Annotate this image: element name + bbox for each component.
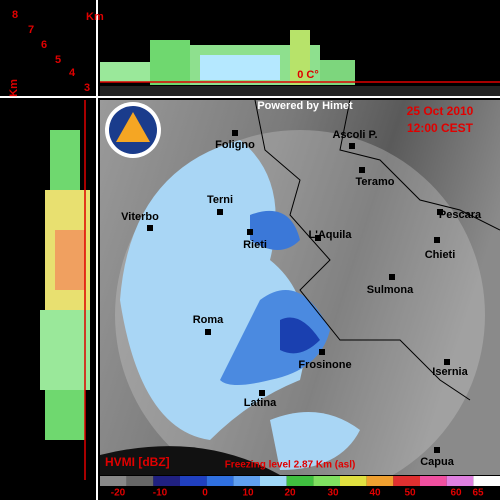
city-label: Foligno [215, 139, 255, 151]
city-marker [232, 130, 238, 136]
city-marker [444, 359, 450, 365]
colorbar-swatch [313, 476, 340, 486]
city-marker [147, 225, 153, 231]
city-marker [217, 209, 223, 215]
city-marker [434, 447, 440, 453]
colorbar-swatch [206, 476, 234, 486]
city-label: Isernia [432, 366, 468, 378]
city-marker [205, 329, 211, 335]
height-label: 5 [55, 54, 61, 66]
colorbar-tick: 0 [202, 488, 208, 499]
height-unit: Km [86, 11, 104, 23]
height-label: 3 [84, 82, 90, 94]
colorbar-swatch [393, 476, 420, 486]
colorbar-swatch [100, 476, 127, 486]
colorbar-tick: -10 [153, 488, 168, 499]
height-unit-rotated: Km [8, 79, 20, 97]
city-label: Terni [207, 194, 233, 206]
colorbar-swatch [286, 476, 314, 486]
city-label: Frosinone [298, 359, 351, 371]
city-label: Roma [193, 314, 224, 326]
colorbar-tick: 50 [404, 488, 416, 499]
top-profile [100, 30, 355, 85]
colorbar-tick: 20 [284, 488, 296, 499]
colorbar-swatch [420, 476, 447, 486]
colorbar: -20 -10 0 10 20 30 40 50 60 65 [100, 476, 500, 499]
city-label: Ascoli P. [332, 129, 377, 141]
freezing-mark: 0 C° [297, 69, 319, 81]
powered-by: Powered by Himet [257, 100, 353, 112]
freezing-level: Freezing level 2.87 Km (asl) [225, 460, 356, 471]
city-marker [315, 235, 321, 241]
left-profile [40, 100, 90, 480]
colorbar-swatch [473, 476, 500, 486]
city-marker [319, 349, 325, 355]
city-marker [259, 390, 265, 396]
city-marker [437, 209, 443, 215]
city-label: Viterbo [121, 211, 159, 223]
colorbar-tick: 40 [369, 488, 381, 499]
height-label: 6 [41, 39, 47, 51]
colorbar-swatch [366, 476, 394, 486]
height-label: 4 [69, 67, 76, 79]
colorbar-swatch [340, 476, 367, 486]
city-label: Rieti [243, 239, 267, 251]
city-label: Capua [420, 456, 455, 468]
city-label: Teramo [356, 176, 395, 188]
city-marker [389, 274, 395, 280]
colorbar-swatch [233, 476, 260, 486]
product-label: HVMI [dBZ] [105, 455, 170, 469]
time: 12:00 CEST [407, 121, 474, 135]
colorbar-tick: 60 [450, 488, 462, 499]
colorbar-swatch [153, 476, 180, 486]
height-label: 8 [12, 9, 18, 21]
city-label: Pescara [439, 209, 482, 221]
colorbar-tick: 30 [327, 488, 339, 499]
city-marker [359, 167, 365, 173]
city-label: L'Aquila [309, 229, 353, 241]
colorbar-swatch [180, 476, 207, 486]
map [100, 100, 500, 475]
city-label: Sulmona [367, 284, 414, 296]
colorbar-swatch [446, 476, 474, 486]
colorbar-swatch [126, 476, 154, 486]
city-marker [349, 143, 355, 149]
city-label: Latina [244, 397, 277, 409]
height-label: 7 [28, 24, 34, 36]
colorbar-tick: 65 [472, 488, 484, 499]
colorbar-tick: -20 [111, 488, 126, 499]
logo [105, 102, 161, 158]
city-label: Chieti [425, 249, 456, 261]
colorbar-swatch [260, 476, 287, 486]
city-marker [247, 229, 253, 235]
city-marker [434, 237, 440, 243]
top-axis-strip [100, 86, 500, 96]
date: 25 Oct 2010 [407, 104, 474, 118]
colorbar-tick: 10 [242, 488, 254, 499]
